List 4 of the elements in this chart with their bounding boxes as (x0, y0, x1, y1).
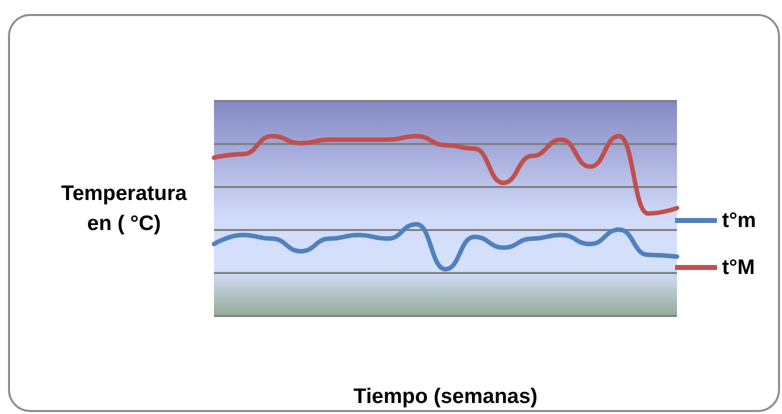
legend-label: t°m (722, 209, 756, 232)
y-axis-title: Temperatura en ( °C) (61, 182, 188, 235)
x-axis-title: Tiempo (semanas) (353, 385, 538, 408)
legend-label: t°M (722, 256, 755, 279)
